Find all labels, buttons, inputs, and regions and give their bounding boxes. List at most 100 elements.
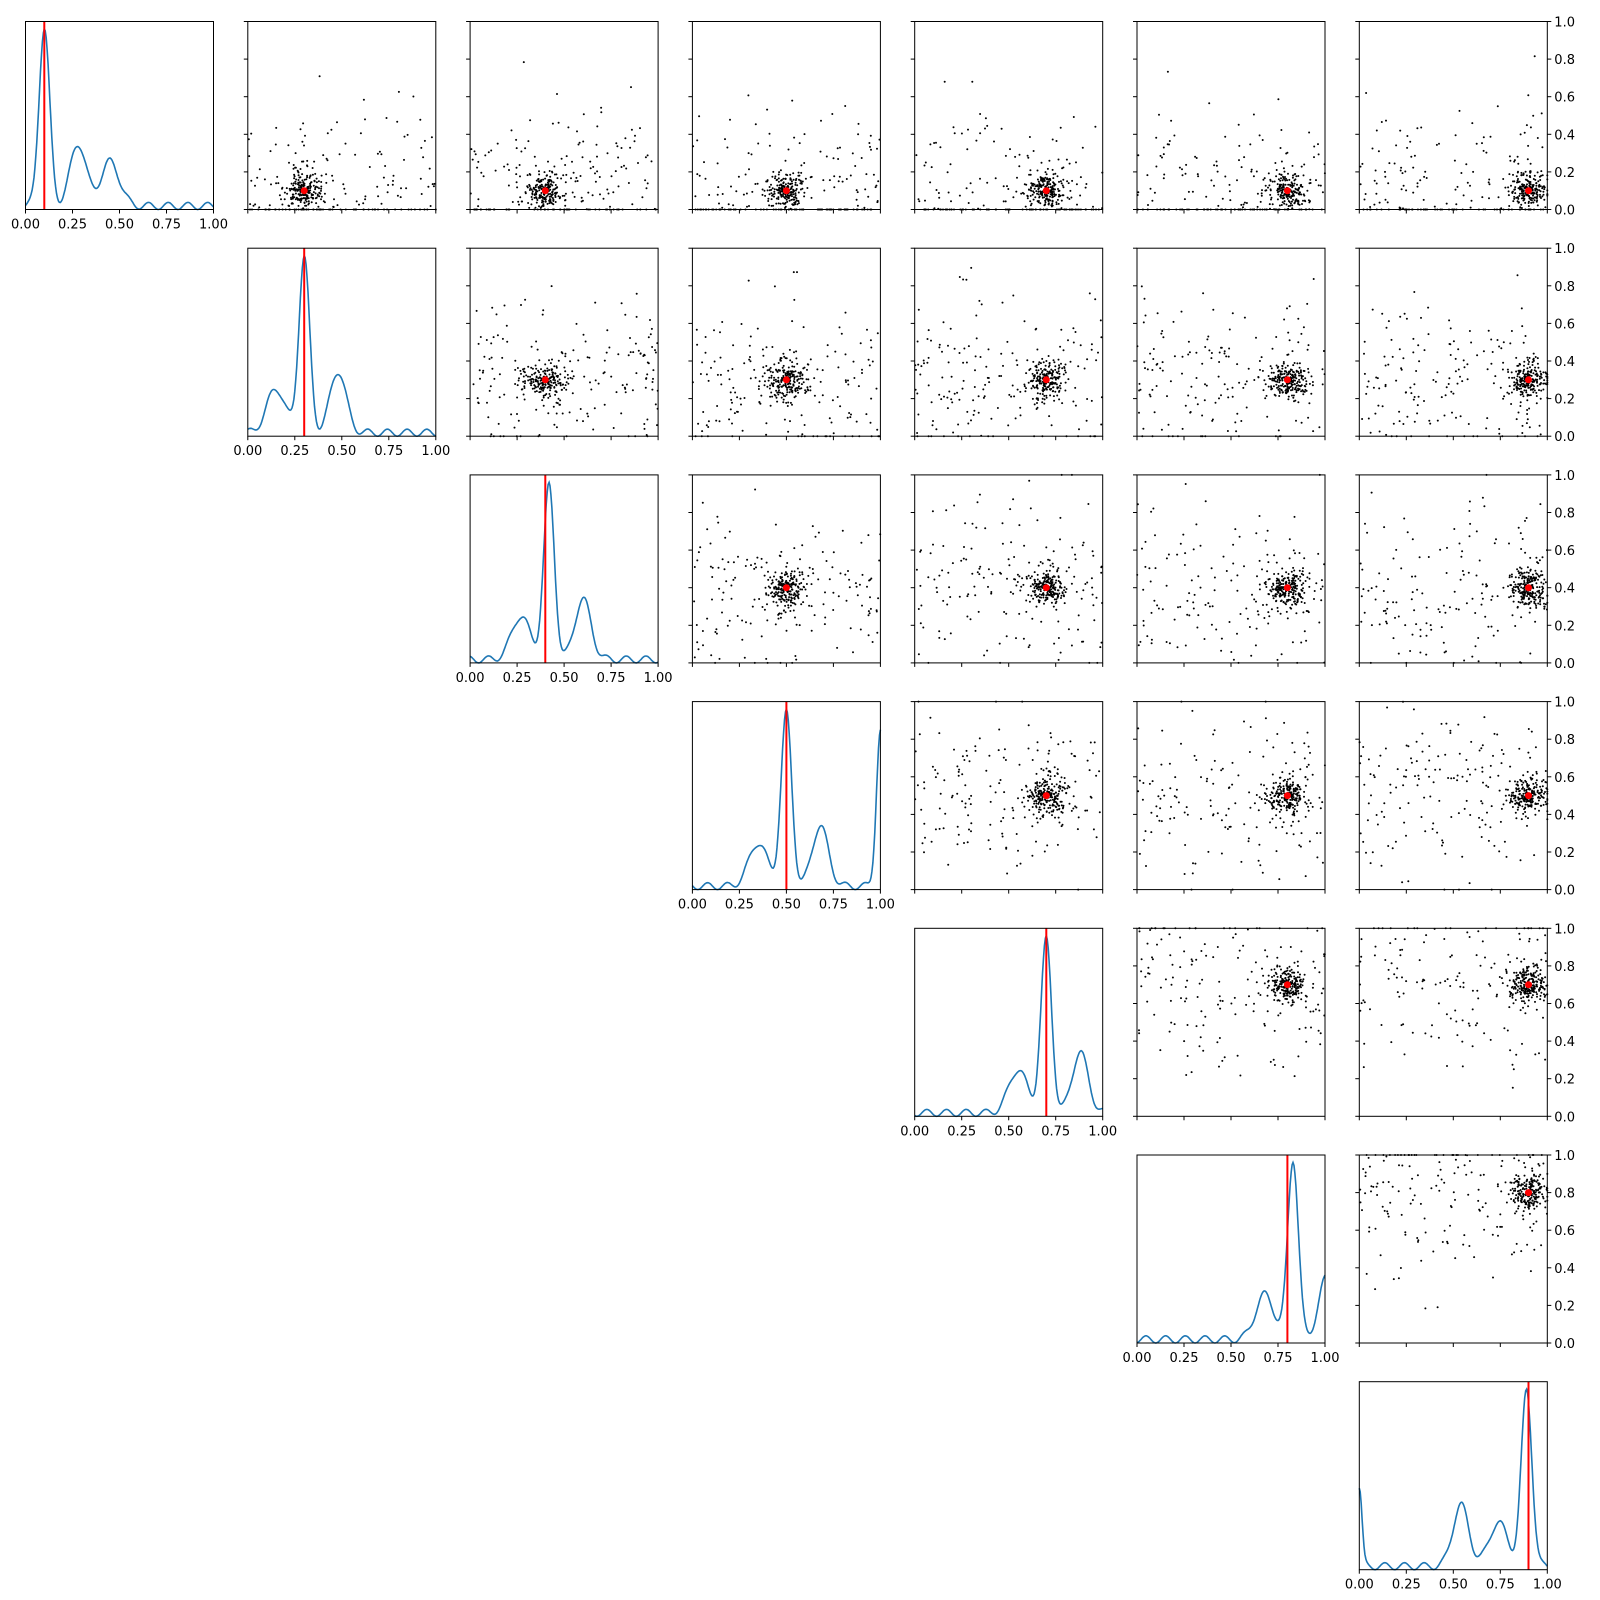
sample-point: [1303, 384, 1306, 387]
sample-point: [776, 604, 779, 607]
sample-point: [1279, 147, 1282, 149]
sample-point: [750, 564, 752, 567]
sample-point: [623, 164, 625, 167]
sample-point: [650, 327, 653, 330]
sample-point: [1074, 558, 1077, 561]
sample-point: [1515, 175, 1518, 178]
sample-point: [1413, 383, 1416, 386]
sample-point: [949, 632, 952, 635]
sample-point: [1228, 347, 1231, 350]
sample-point: [533, 387, 536, 390]
sample-point: [799, 377, 802, 380]
right-tick-label: 0.2: [1554, 393, 1575, 408]
sample-point: [973, 585, 976, 588]
sample-point: [1045, 396, 1048, 399]
sample-point: [1065, 158, 1068, 161]
sample-point: [1514, 192, 1517, 195]
sample-point: [1499, 386, 1502, 389]
sample-point: [1181, 427, 1184, 430]
sample-point: [736, 396, 739, 399]
sample-point: [639, 127, 641, 130]
sample-point: [599, 193, 601, 196]
sample-point: [1278, 204, 1281, 207]
sample-point: [767, 379, 770, 382]
sample-point: [291, 202, 294, 205]
sample-point: [839, 146, 841, 149]
sample-point: [693, 566, 696, 568]
sample-point: [799, 188, 802, 191]
sample-point: [309, 181, 312, 184]
sample-point: [571, 160, 573, 163]
sample-point: [756, 556, 759, 559]
sample-point: [926, 338, 929, 340]
sample-point: [856, 204, 859, 207]
sample-point: [816, 368, 819, 371]
sample-point: [807, 574, 810, 577]
sample-point: [565, 381, 568, 384]
sample-point: [531, 198, 534, 201]
sample-point: [336, 204, 339, 207]
sample-point: [1063, 589, 1065, 592]
sample-point: [756, 182, 759, 185]
sample-point: [538, 205, 540, 208]
sample-point: [1094, 125, 1097, 128]
sample-point: [804, 588, 807, 591]
sample-point: [966, 595, 969, 598]
sample-point: [294, 192, 297, 195]
sample-point: [1046, 386, 1049, 389]
sample-point: [537, 178, 540, 180]
sample-point: [845, 381, 847, 383]
sample-point: [1525, 422, 1528, 425]
sample-point: [1417, 395, 1420, 398]
sample-point: [979, 113, 982, 115]
sample-point: [422, 156, 425, 159]
sample-point: [933, 207, 936, 210]
sample-point: [549, 387, 552, 389]
sample-point: [541, 195, 544, 198]
sample-point: [1522, 341, 1525, 344]
sample-point: [302, 122, 305, 125]
sample-point: [1278, 173, 1281, 176]
sample-point: [1181, 355, 1184, 358]
sample-point: [799, 588, 802, 591]
sample-point: [254, 203, 257, 206]
sample-point: [822, 179, 825, 182]
sample-point: [798, 142, 801, 145]
sample-point: [782, 364, 785, 367]
sample-point: [539, 373, 542, 376]
sample-point: [1519, 390, 1522, 393]
sample-point: [589, 167, 592, 170]
x-tick-label: 0.50: [105, 218, 134, 233]
sample-point: [778, 595, 781, 598]
sample-point: [765, 365, 768, 367]
sample-point: [1310, 375, 1313, 378]
sample-point: [1245, 380, 1248, 383]
sample-point: [831, 113, 834, 115]
sample-point: [765, 422, 768, 425]
sample-point: [784, 201, 787, 204]
sample-point: [305, 194, 308, 196]
sample-point: [789, 388, 792, 391]
sample-point: [1057, 195, 1060, 198]
sample-point: [751, 190, 754, 193]
sample-point: [1184, 172, 1187, 175]
sample-point: [1201, 414, 1204, 417]
sample-point: [1284, 389, 1287, 392]
sample-point: [1279, 179, 1282, 182]
sample-point: [1519, 188, 1521, 191]
sample-point: [1498, 432, 1501, 435]
sample-point: [1428, 419, 1431, 422]
sample-point: [787, 371, 789, 374]
sample-point: [779, 616, 782, 619]
sample-point: [1530, 370, 1533, 373]
sample-point: [788, 592, 791, 595]
sample-point: [314, 186, 317, 189]
sample-point: [1532, 197, 1535, 200]
sample-point: [780, 600, 783, 603]
sample-point: [548, 186, 550, 189]
sample-point: [777, 173, 780, 176]
sample-point: [798, 178, 800, 181]
sample-point: [1424, 170, 1427, 173]
sample-point: [1278, 391, 1281, 394]
sample-point: [551, 193, 554, 196]
